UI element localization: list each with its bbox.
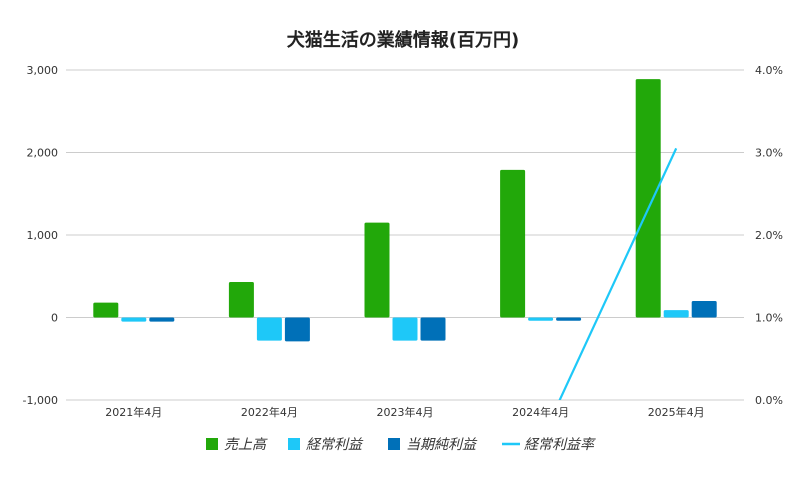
bar-3-4 [556, 317, 582, 321]
right-axis: 0.0% 1.0% 2.0% 3.0% 4.0% [755, 64, 783, 407]
bar-1-3 [364, 222, 390, 318]
ratio-line-4 [558, 147, 678, 400]
grid-lines [66, 69, 744, 401]
legend-label-3: 当期純利益 [406, 437, 478, 453]
y2-tick-label: 2.0% [755, 229, 783, 242]
x-tick-label: 2025年4月 [648, 405, 705, 419]
bar-1-5 [635, 79, 661, 318]
y2-tick-label: 4.0% [755, 64, 783, 77]
x-tick-label: 2023年4月 [377, 405, 434, 419]
bar-1-4 [500, 169, 526, 318]
bar-1-1 [93, 302, 119, 318]
bar-3-2 [284, 317, 310, 342]
left-axis: -1,000 0 1,000 2,000 3,000 [23, 64, 58, 407]
y2-tick-label: 1.0% [755, 312, 783, 325]
legend-label-1: 売上高 [224, 437, 268, 453]
x-axis-labels: 2021年4月 2022年4月 2023年4月 2024年4月 2025年4月 [105, 405, 704, 419]
legend: 売上高 経常利益 当期純利益 経常利益率 [206, 437, 596, 453]
y-tick-label: 2,000 [27, 147, 59, 160]
x-tick-label: 2024年4月 [512, 405, 569, 419]
y2-tick-label: 3.0% [755, 147, 783, 160]
bars [93, 79, 717, 342]
bar-2-4 [528, 317, 554, 321]
ratio-line-layer [558, 147, 678, 400]
x-tick-label: 2021年4月 [105, 405, 162, 419]
bar-2-5 [663, 310, 689, 318]
legend-swatch-3 [388, 438, 400, 450]
legend-swatch-2 [288, 438, 300, 450]
legend-label-2: 経常利益 [306, 437, 364, 453]
bar-3-3 [420, 317, 446, 341]
chart-title: 犬猫生活の業績情報(百万円) [287, 29, 519, 51]
bar-2-2 [256, 317, 282, 341]
y-tick-label: -1,000 [23, 394, 58, 407]
x-tick-label: 2022年4月 [241, 405, 298, 419]
legend-swatch-1 [206, 438, 218, 450]
bar-3-1 [149, 317, 175, 322]
y-tick-label: 1,000 [27, 229, 59, 242]
y-tick-label: 0 [51, 312, 58, 325]
bar-2-1 [121, 317, 147, 322]
bar-1-2 [228, 282, 254, 318]
y2-tick-label: 0.0% [755, 394, 783, 407]
bar-3-5 [691, 301, 717, 318]
legend-label-4: 経常利益率 [524, 437, 596, 453]
bar-2-3 [392, 317, 418, 341]
y-tick-label: 3,000 [27, 64, 59, 77]
